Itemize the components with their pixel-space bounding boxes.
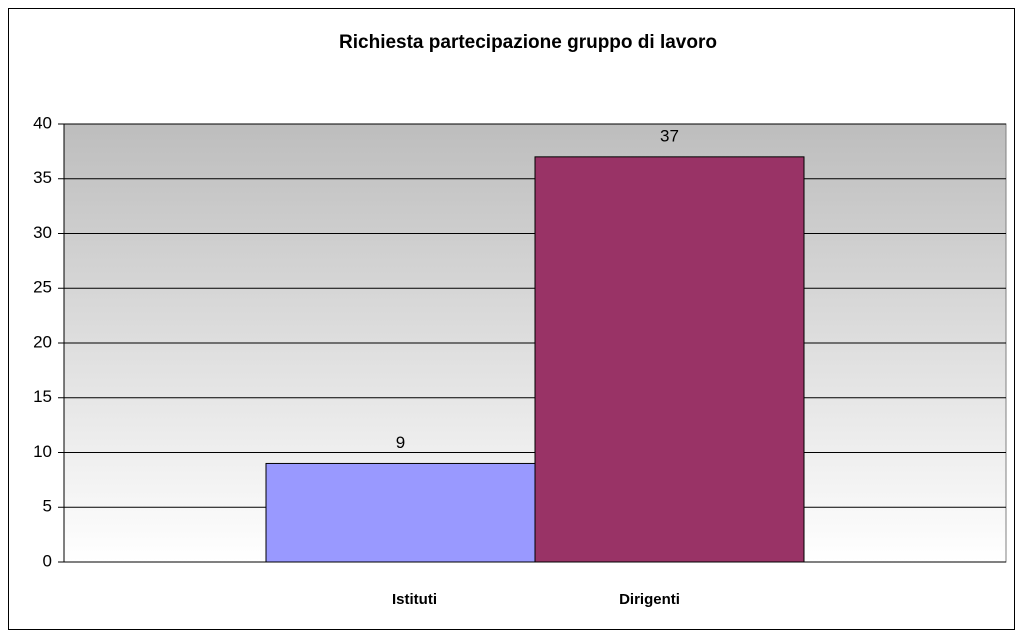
chart-title: Richiesta partecipazione gruppo di lavor… [339,32,717,53]
data-label: 37 [660,126,679,145]
data-label: 9 [396,433,405,452]
bar [534,156,805,563]
y-tick-label: 0 [43,551,52,570]
bar [265,462,536,563]
y-tick-label: 10 [33,442,52,461]
y-tick-label: 40 [33,113,52,132]
x-tick-label: Istituti [392,591,437,608]
y-tick-label: 25 [33,278,52,297]
x-tick-label: Dirigenti [619,591,680,608]
y-tick-label: 35 [33,168,52,187]
y-tick-label: 20 [33,332,52,351]
y-tick-label: 30 [33,223,52,242]
y-tick-label: 15 [33,387,52,406]
y-tick-label: 5 [43,497,52,516]
